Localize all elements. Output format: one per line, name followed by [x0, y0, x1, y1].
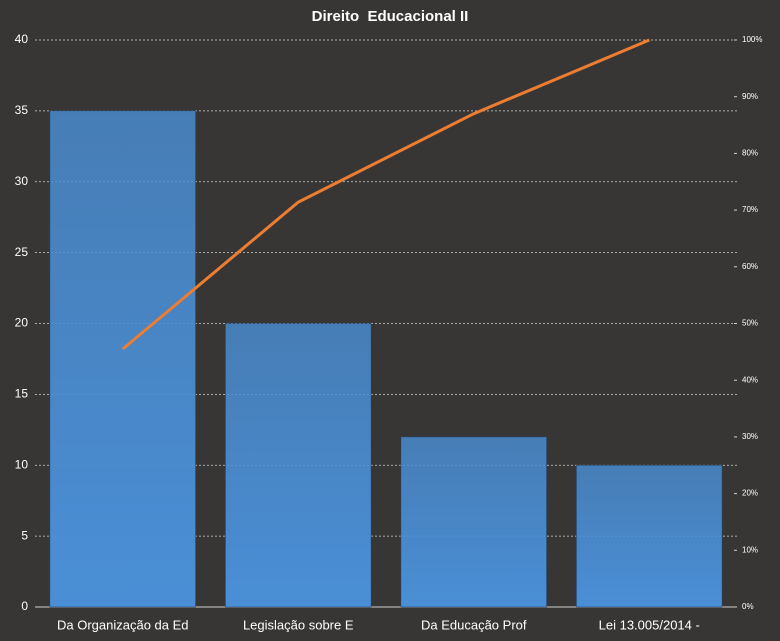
y2-tick-label: 90% — [742, 92, 758, 101]
y-tick-label: 20 — [15, 316, 29, 330]
y-tick-label: 10 — [15, 457, 29, 471]
x-tick-label: Da Organização da Ed — [57, 617, 189, 632]
chart-title: Direito Educacional II — [312, 8, 469, 25]
bar — [400, 436, 547, 608]
y2-tick-label: 20% — [742, 489, 758, 498]
y2-tick-label: 30% — [742, 432, 758, 441]
y2-tick-label: 70% — [742, 205, 758, 214]
y2-tick-label: 40% — [742, 375, 758, 384]
cumulative-line — [121, 38, 650, 351]
y-tick-label: 0 — [21, 599, 28, 613]
y2-tick-label: 0% — [742, 602, 754, 611]
y2-tick-label: 10% — [742, 545, 758, 554]
y-tick-label: 5 — [21, 528, 28, 542]
x-tick-label: Legislação sobre E — [243, 617, 354, 632]
bar — [225, 323, 372, 608]
x-tick-label: Da Educação Prof — [421, 617, 527, 632]
y2-tick-label: 50% — [742, 319, 758, 328]
y-tick-label: 25 — [15, 245, 29, 259]
bar — [49, 110, 196, 608]
bar — [576, 465, 723, 608]
y-tick-label: 30 — [15, 174, 29, 188]
y-tick-label: 35 — [15, 103, 29, 117]
x-tick-label: Lei 13.005/2014 - — [599, 617, 700, 632]
y2-tick-label: 60% — [742, 262, 758, 271]
y-tick-label: 15 — [15, 387, 29, 401]
y-tick-label: 40 — [15, 32, 29, 46]
y2-tick-label: 100% — [742, 35, 762, 44]
y2-tick-label: 80% — [742, 149, 758, 158]
